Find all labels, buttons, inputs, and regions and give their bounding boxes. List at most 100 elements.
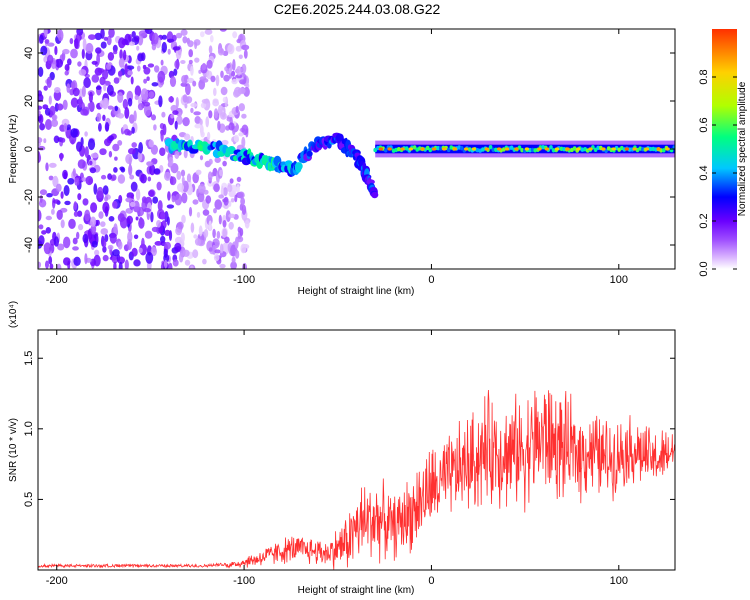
heatmap-cell (219, 243, 224, 254)
heatmap-cell (60, 191, 64, 199)
colorbar-tick-label: 0.8 (698, 69, 710, 84)
heatmap-cell (56, 103, 64, 111)
heatmap-cell (68, 218, 76, 229)
heatmap-cell (93, 254, 101, 267)
y-tick-label: 0 (23, 146, 35, 152)
heatmap-cell (112, 44, 118, 53)
heatmap-cell (138, 142, 144, 154)
heatmap-cell (46, 76, 52, 88)
x-tick-label: -200 (46, 274, 68, 286)
heatmap-cell (78, 69, 87, 76)
heatmap-cell (214, 199, 222, 210)
heatmap-cell (69, 88, 75, 96)
heatmap-cell (425, 145, 430, 151)
heatmap-cell (475, 148, 480, 153)
heatmap-cell (90, 224, 97, 235)
heatmap-cell (204, 29, 213, 35)
heatmap-cell (84, 146, 89, 159)
heatmap-cell (45, 119, 52, 130)
heatmap-cell (156, 220, 162, 228)
heatmap-cell (213, 183, 220, 193)
heatmap-cell (524, 147, 530, 151)
heatmap-cell (170, 114, 175, 119)
heatmap-cell (214, 249, 221, 254)
heatmap-cell (74, 38, 79, 49)
heatmap-cell (408, 147, 413, 151)
heatmap-cell (176, 170, 182, 180)
heatmap-cell (236, 184, 240, 194)
heatmap-cell (48, 162, 57, 168)
heatmap-cell (131, 31, 136, 38)
heatmap-cell (73, 211, 79, 217)
heatmap-cell (177, 221, 184, 230)
heatmap-cell (114, 105, 119, 112)
heatmap-cell (632, 147, 637, 151)
heatmap-cell (208, 45, 213, 54)
heatmap-cell (219, 169, 223, 177)
heatmap-cell (113, 167, 118, 173)
heatmap-cell (133, 259, 141, 267)
heatmap-cell (127, 97, 133, 107)
heatmap-cell (72, 168, 76, 177)
heatmap-cell (404, 146, 409, 151)
heatmap-cell (184, 103, 188, 109)
heatmap-cell (70, 128, 78, 138)
heatmap-cell (219, 263, 226, 269)
heatmap-cell (152, 196, 159, 204)
heatmap-cell (106, 84, 114, 96)
heatmap-cell (238, 103, 245, 112)
heatmap-cell (241, 113, 247, 119)
heatmap-cell (85, 175, 94, 186)
heatmap-cell (169, 176, 177, 186)
heatmap-cell (52, 199, 60, 204)
heatmap-cell (63, 122, 68, 133)
heatmap-cell (228, 213, 236, 218)
heatmap-cell (174, 242, 182, 252)
heatmap-cell (175, 97, 179, 109)
heatmap-cell (54, 87, 61, 94)
heatmap-cell (109, 232, 117, 244)
heatmap-cell (213, 87, 217, 97)
heatmap-cell (230, 261, 237, 269)
heatmap-cell (239, 79, 247, 85)
heatmap-cell (95, 85, 102, 90)
heatmap-cell (122, 49, 127, 61)
heatmap-cell (193, 234, 198, 239)
heatmap-cell (129, 174, 135, 180)
heatmap-cell (62, 48, 70, 55)
heatmap-cell (218, 194, 225, 199)
heatmap-cell (158, 95, 163, 108)
heatmap-cell (88, 91, 93, 103)
heatmap-cell (169, 76, 177, 88)
heatmap-cell (188, 59, 193, 65)
heatmap-cell (164, 229, 171, 236)
heatmap-cell (662, 148, 666, 153)
heatmap-cell (229, 178, 234, 184)
heatmap-cell (77, 210, 83, 217)
heatmap-cell (181, 192, 188, 204)
heatmap-cell (144, 29, 153, 35)
heatmap-cell (182, 36, 188, 44)
heatmap-cell (164, 259, 168, 269)
heatmap-cell (128, 41, 136, 46)
heatmap-cell (47, 54, 54, 65)
heatmap-cell (57, 243, 65, 251)
heatmap-cell (133, 110, 137, 122)
heatmap-cell (127, 148, 136, 155)
heatmap-cell (150, 211, 154, 223)
heatmap-cell (60, 137, 66, 143)
heatmap-cell (69, 38, 74, 45)
heatmap-cell (57, 29, 64, 42)
heatmap-cell (152, 32, 159, 45)
heatmap-cell (217, 47, 225, 56)
heatmap-cell (55, 183, 62, 192)
heatmap-cell (235, 74, 243, 79)
heatmap-cell (192, 80, 197, 87)
heatmap-cell (166, 216, 170, 226)
heatmap-cell (234, 238, 239, 249)
heatmap-cell (112, 200, 118, 209)
heatmap-cell (48, 175, 54, 181)
heatmap-cell (103, 83, 107, 92)
heatmap-cell (98, 211, 104, 219)
